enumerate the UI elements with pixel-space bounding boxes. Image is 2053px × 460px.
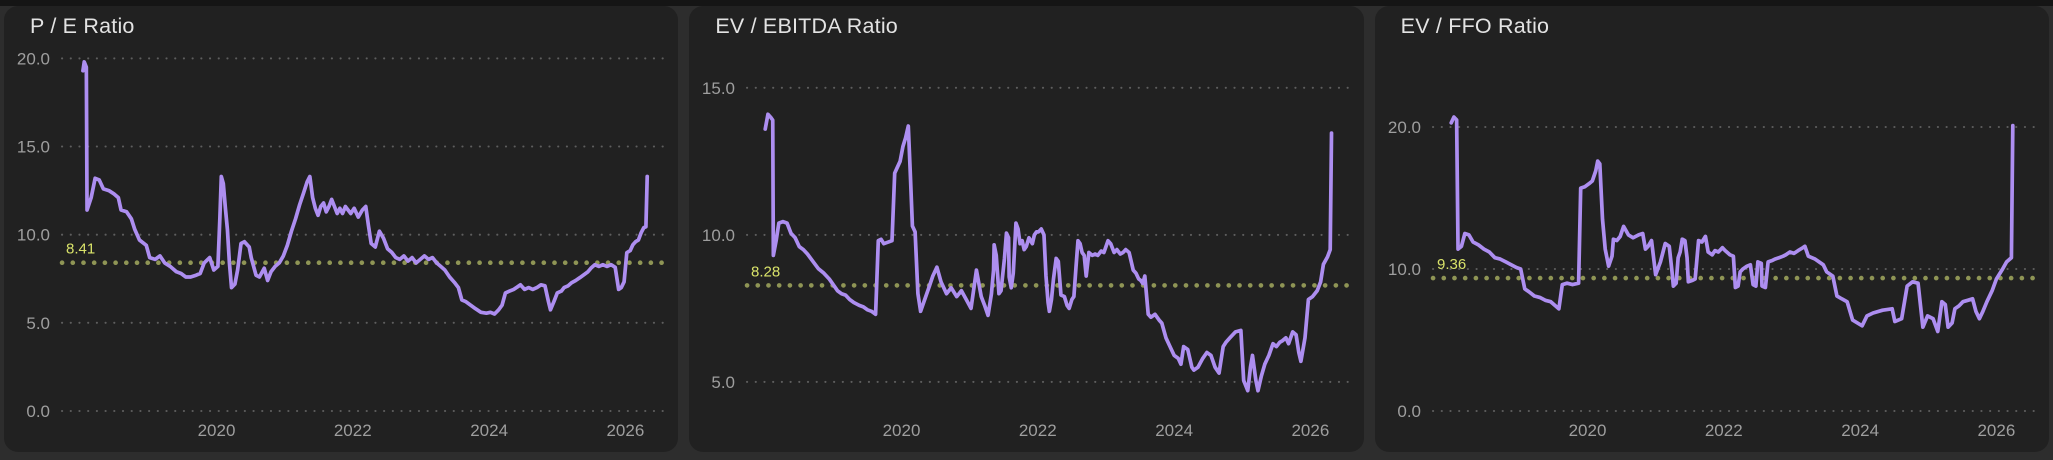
x-tick-label: 2026 [1292, 421, 1330, 440]
x-tick-label: 2022 [334, 421, 372, 440]
average-value-label: 9.36 [1437, 256, 1466, 273]
x-tick-label: 2026 [1977, 421, 2015, 440]
card-pe-ratio: P / E Ratio 20.0 15.0 10.0 5.0 0.0 2020 2022 20… [4, 6, 679, 452]
x-tick-label: 2026 [606, 421, 644, 440]
ratio-series-line [81, 60, 650, 316]
card-ev-ffo-ratio: EV / FFO Ratio 20.0 10.0 0.0 2020 2022 2024 20… [1374, 6, 2049, 452]
ratio-series-line [763, 112, 1334, 393]
window-top-edge [0, 0, 2053, 6]
y-tick-label: 5.0 [26, 314, 50, 333]
y-tick-label: 5.0 [712, 373, 736, 392]
x-tick-label: 2024 [1156, 421, 1194, 440]
x-tick-label: 2022 [1705, 421, 1743, 440]
y-tick-label: 10.0 [17, 226, 50, 245]
y-tick-label: 15.0 [17, 138, 50, 157]
ev-ffo-ratio-chart[interactable]: 20.0 10.0 0.0 2020 2022 2024 2026 9.36 [1375, 6, 2049, 452]
y-tick-label: 0.0 [26, 402, 50, 421]
y-tick-label: 0.0 [1397, 402, 1421, 421]
y-tick-label: 10.0 [1388, 260, 1421, 279]
x-tick-label: 2020 [883, 421, 921, 440]
ratio-series-line [1449, 115, 2015, 334]
chart-title-ev-ebitda: EV / EBITDA Ratio [715, 14, 898, 38]
chart-title-ev-ffo: EV / FFO Ratio [1400, 14, 1550, 38]
y-tick-label: 15.0 [702, 79, 735, 98]
card-ev-ebitda-ratio: EV / EBITDA Ratio 15.0 10.0 5.0 2020 2022 202… [689, 6, 1364, 452]
x-tick-label: 2024 [1841, 421, 1879, 440]
chart-title-pe: P / E Ratio [30, 14, 135, 38]
x-tick-label: 2020 [1568, 421, 1606, 440]
y-tick-label: 20.0 [1388, 118, 1421, 137]
average-value-label: 8.41 [66, 241, 95, 258]
x-tick-label: 2022 [1019, 421, 1057, 440]
x-tick-label: 2020 [198, 421, 236, 440]
average-value-label: 8.28 [751, 263, 780, 280]
pe-ratio-chart[interactable]: 20.0 15.0 10.0 5.0 0.0 2020 2022 2024 2026 8.41 [4, 6, 678, 452]
y-tick-label: 10.0 [702, 226, 735, 245]
x-tick-label: 2024 [470, 421, 508, 440]
ev-ebitda-ratio-chart[interactable]: 15.0 10.0 5.0 2020 2022 2024 2026 8.28 [689, 6, 1363, 452]
y-tick-label: 20.0 [17, 49, 50, 68]
